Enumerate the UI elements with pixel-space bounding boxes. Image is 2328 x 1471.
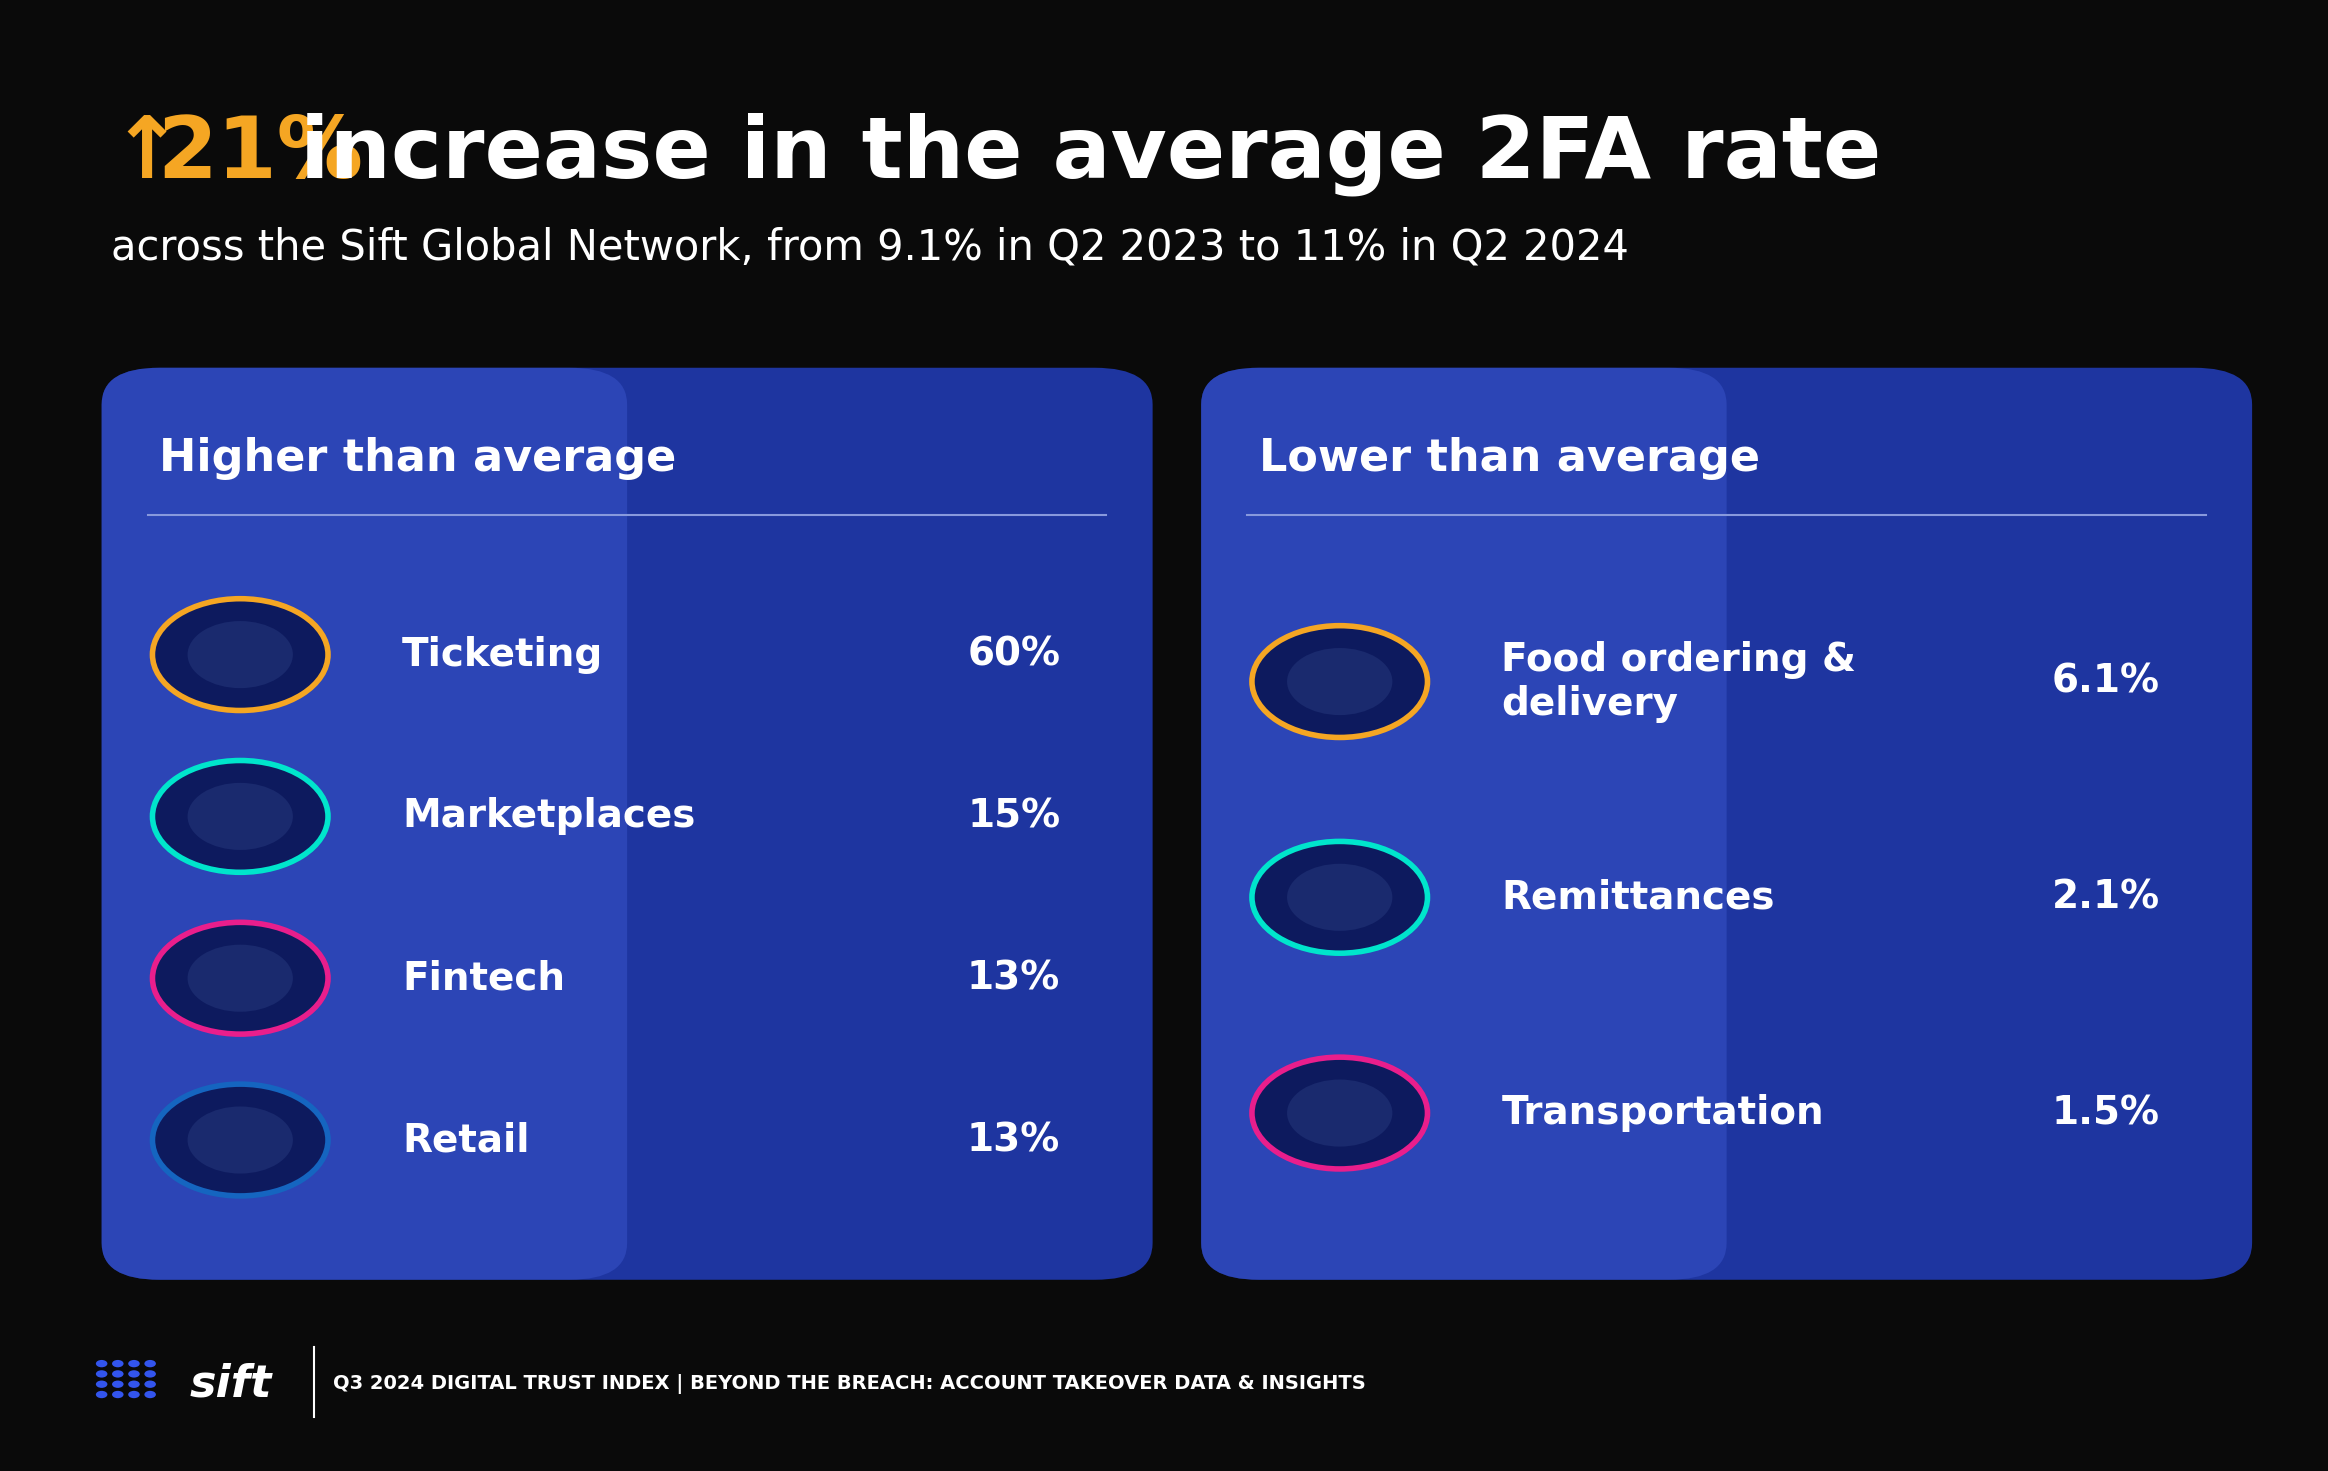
FancyBboxPatch shape (102, 368, 626, 1280)
Text: 21%: 21% (156, 113, 363, 196)
Text: Retail: Retail (403, 1121, 528, 1159)
FancyBboxPatch shape (102, 368, 1152, 1280)
Circle shape (1252, 1058, 1427, 1169)
Text: 1.5%: 1.5% (2051, 1094, 2160, 1133)
Text: Transportation: Transportation (1502, 1094, 1825, 1133)
Text: ↑: ↑ (112, 113, 184, 196)
Circle shape (1252, 625, 1427, 737)
Text: 2.1%: 2.1% (2051, 878, 2160, 916)
Circle shape (144, 1392, 156, 1397)
Text: 60%: 60% (966, 635, 1059, 674)
Circle shape (112, 1371, 123, 1377)
Text: 15%: 15% (966, 797, 1059, 836)
Circle shape (144, 1371, 156, 1377)
Circle shape (95, 1359, 107, 1368)
Circle shape (189, 944, 293, 1012)
Circle shape (1287, 649, 1392, 715)
Circle shape (144, 1380, 156, 1389)
Circle shape (112, 1392, 123, 1397)
Text: across the Sift Global Network, from 9.1% in Q2 2023 to 11% in Q2 2024: across the Sift Global Network, from 9.1… (112, 227, 1630, 268)
FancyBboxPatch shape (1201, 368, 2251, 1280)
Circle shape (95, 1392, 107, 1397)
Circle shape (1287, 1080, 1392, 1146)
Text: 13%: 13% (966, 1121, 1059, 1159)
Circle shape (151, 599, 328, 710)
Circle shape (128, 1371, 140, 1377)
FancyBboxPatch shape (1201, 368, 1727, 1280)
Text: Higher than average: Higher than average (158, 437, 677, 481)
Circle shape (189, 1106, 293, 1174)
Circle shape (95, 1371, 107, 1377)
Circle shape (189, 783, 293, 850)
Circle shape (144, 1359, 156, 1368)
Text: sift: sift (189, 1362, 272, 1406)
Text: 6.1%: 6.1% (2051, 662, 2160, 700)
Circle shape (112, 1380, 123, 1389)
Circle shape (128, 1380, 140, 1389)
Circle shape (1287, 863, 1392, 931)
Text: Lower than average: Lower than average (1259, 437, 1760, 481)
Text: Marketplaces: Marketplaces (403, 797, 696, 836)
Text: increase in the average 2FA rate: increase in the average 2FA rate (270, 113, 1881, 196)
Text: Fintech: Fintech (403, 959, 566, 997)
Circle shape (151, 1084, 328, 1196)
Circle shape (151, 761, 328, 872)
Circle shape (151, 922, 328, 1034)
Circle shape (95, 1380, 107, 1389)
Circle shape (189, 621, 293, 688)
Text: Ticketing: Ticketing (403, 635, 603, 674)
Text: Food ordering &
delivery: Food ordering & delivery (1502, 640, 1855, 722)
Text: 13%: 13% (966, 959, 1059, 997)
Circle shape (112, 1359, 123, 1368)
Circle shape (128, 1392, 140, 1397)
Text: Q3 2024 DIGITAL TRUST INDEX | BEYOND THE BREACH: ACCOUNT TAKEOVER DATA & INSIGHT: Q3 2024 DIGITAL TRUST INDEX | BEYOND THE… (333, 1374, 1364, 1395)
Circle shape (1252, 841, 1427, 953)
Text: Remittances: Remittances (1502, 878, 1774, 916)
Circle shape (128, 1359, 140, 1368)
